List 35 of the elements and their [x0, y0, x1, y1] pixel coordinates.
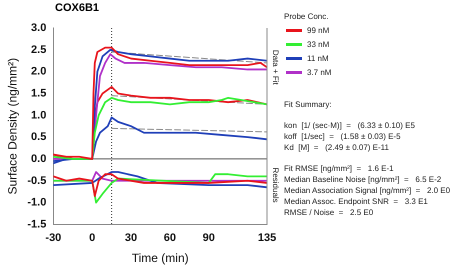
text: Median Assoc. Endpoint SNR = 3.3 E1	[284, 196, 429, 207]
text: koff [1/sec] = (1.58 ± 0.03) E-5	[284, 131, 402, 142]
legend-label: 33 nM	[307, 40, 330, 49]
text: kon [1/ (sec·M)] = (6.33 ± 0.10) E5	[284, 120, 416, 131]
x-tick-label: 90	[202, 232, 215, 244]
y-tick-label: 2.5	[31, 44, 46, 56]
text: RMSE / Noise = 2.5 E0	[284, 207, 374, 218]
x-tick-label: 60	[164, 232, 176, 244]
text: Fit RMSE [ng/mm²] = 1.6 E-1	[284, 163, 395, 174]
legend-label: 11 nM	[307, 54, 329, 63]
chart-title: COX6B1	[55, 2, 100, 14]
y-tick-label: 0.5	[31, 131, 46, 144]
text: Fit Summary:	[284, 99, 333, 110]
y-tick-label: -0.5	[27, 174, 46, 187]
legend-title: Probe Conc.	[284, 12, 330, 21]
y-tick-label: 2.0	[31, 66, 46, 78]
x-axis-title: Time (min)	[132, 251, 189, 266]
x-tick-label: -30	[45, 232, 62, 244]
text: Kd [M] = (2.49 ± 0.07) E-11	[284, 142, 390, 153]
y-tick-label: 1.5	[31, 88, 46, 100]
text: Data + Fit	[270, 50, 280, 86]
legend-label: 99 nM	[307, 26, 330, 35]
x-tick-label: 30	[124, 232, 138, 244]
legend-label: 3.7 nM	[307, 68, 332, 77]
y-tick-label: 0.0	[31, 152, 46, 165]
x-tick-label: 135	[258, 232, 276, 244]
y-axis-title: Surface Density (ng/mm²)	[6, 58, 20, 195]
text: Median Association Signal [ng/mm²] = 2.0 E0	[284, 185, 452, 196]
text: Residuals	[270, 168, 280, 203]
y-tick-label: -1.0	[27, 196, 46, 209]
y-tick-label: 1.0	[31, 109, 46, 122]
y-tick-label: -1.5	[27, 218, 46, 230]
y-tick-label: 3.0	[31, 22, 46, 34]
x-tick-label: 0	[89, 232, 96, 244]
text: Median Baseline Noise [ng/mm²] = 6.5 E-2	[284, 174, 442, 185]
